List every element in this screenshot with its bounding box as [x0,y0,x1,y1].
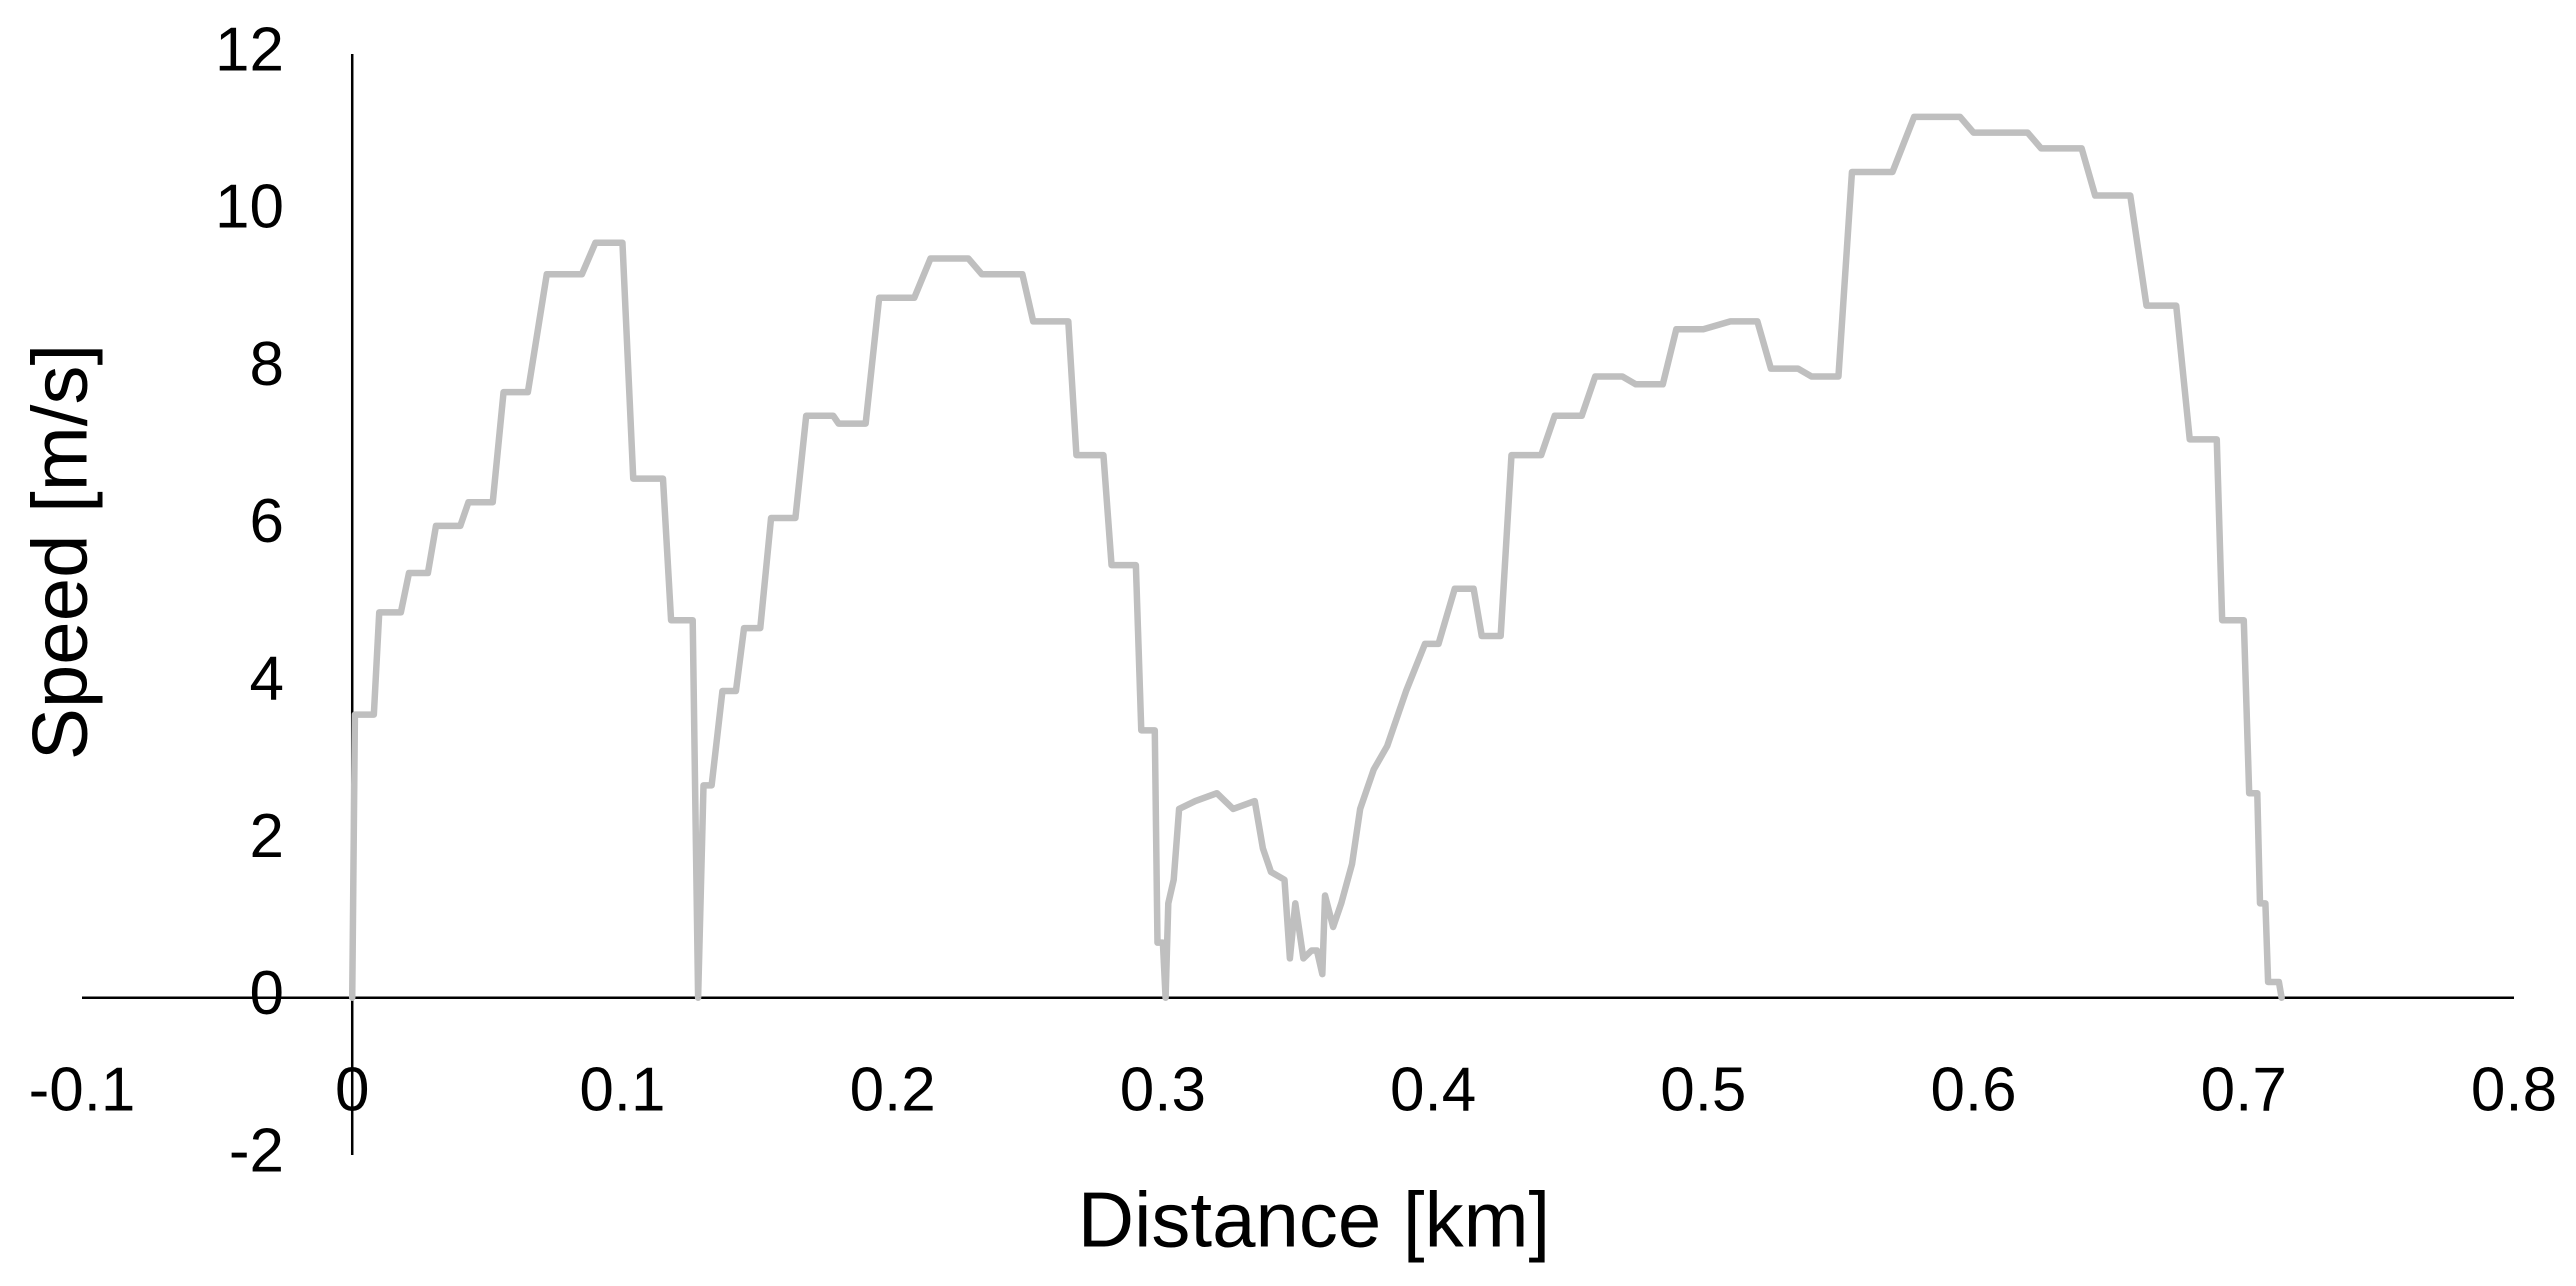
x-axis-title: Distance [km] [1078,1176,1550,1264]
y-tick-label: 10 [215,173,284,242]
x-tick-label: 0.5 [1660,1055,1746,1124]
y-axis-title: Speed [m/s] [16,344,104,760]
x-tick-label: 0.7 [2201,1055,2287,1124]
y-tick-label: 0 [250,959,284,1028]
x-tick-label: 0.6 [1930,1055,2016,1124]
x-tick-label: -0.1 [29,1055,136,1124]
x-tick-label: 0.8 [2471,1055,2557,1124]
y-tick-label: 8 [250,330,284,399]
y-tick-label: 4 [250,645,284,714]
y-tick-label: 6 [250,487,284,556]
x-tick-label: 0 [335,1055,369,1124]
x-tick-label: 0.1 [579,1055,665,1124]
x-tick-label: 0.2 [850,1055,936,1124]
y-tick-label: 12 [215,15,284,84]
data-line [348,113,2285,1001]
y-tick-label: 2 [250,802,284,871]
x-tick-label: 0.3 [1120,1055,1206,1124]
y-tick-label: -2 [229,1116,284,1185]
x-tick-label: 0.4 [1390,1055,1476,1124]
